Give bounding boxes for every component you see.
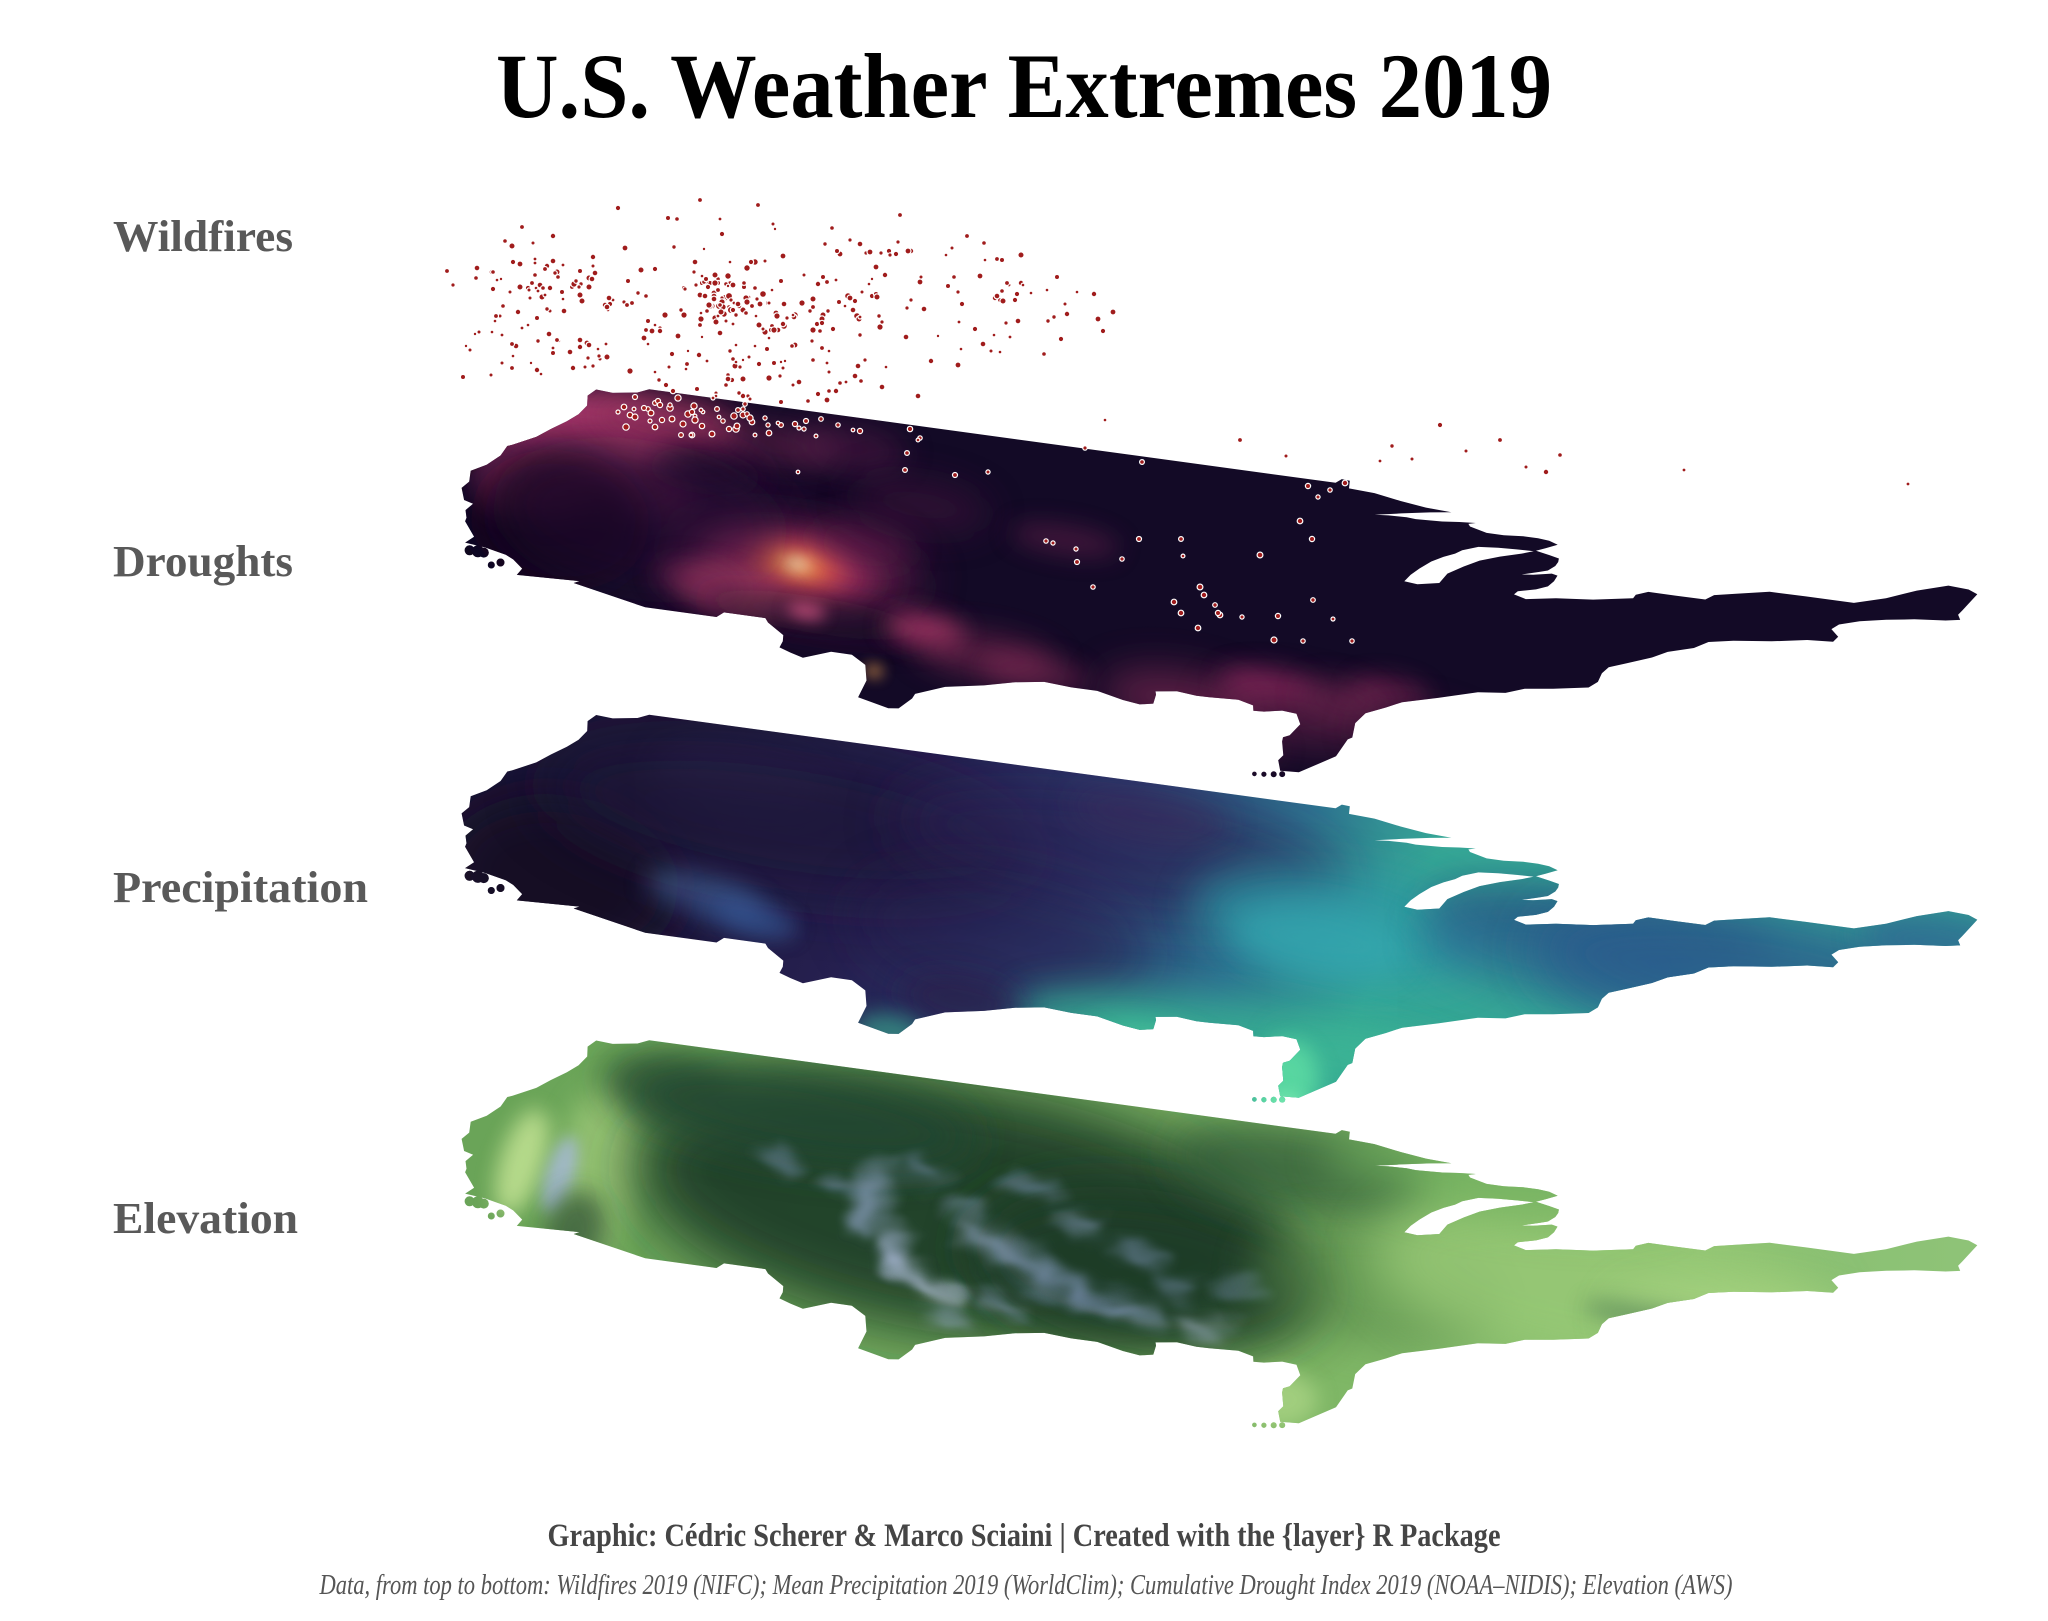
svg-text:Graphic: Cédric Scherer & Marc: Graphic: Cédric Scherer & Marco Sciaini …	[548, 1518, 1501, 1554]
svg-text:Droughts: Droughts	[113, 537, 293, 586]
svg-text:Data, from top to bottom: Wild: Data, from top to bottom: Wildfires 2019…	[319, 1569, 1733, 1601]
svg-text:Elevation: Elevation	[113, 1194, 298, 1243]
svg-text:Precipitation: Precipitation	[113, 863, 368, 912]
svg-text:Wildfires: Wildfires	[113, 212, 293, 261]
svg-text:U.S. Weather Extremes 2019: U.S. Weather Extremes 2019	[496, 35, 1552, 137]
